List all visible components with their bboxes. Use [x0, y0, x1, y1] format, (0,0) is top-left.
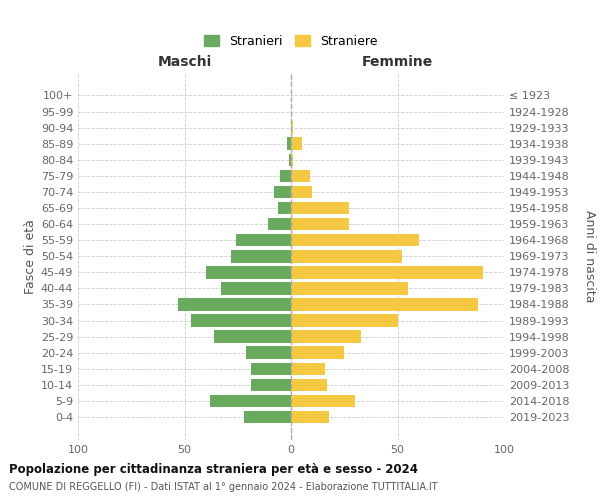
Bar — [291, 298, 478, 311]
Bar — [232, 250, 291, 262]
Bar — [178, 298, 291, 311]
Bar — [291, 202, 349, 214]
Bar — [291, 411, 329, 424]
Bar — [274, 186, 291, 198]
Bar — [291, 378, 327, 391]
Bar — [291, 394, 355, 407]
Bar — [291, 218, 349, 230]
Text: Popolazione per cittadinanza straniera per età e sesso - 2024: Popolazione per cittadinanza straniera p… — [9, 462, 418, 475]
Bar — [291, 282, 408, 294]
Bar — [214, 330, 291, 343]
Bar — [291, 266, 482, 278]
Bar — [291, 362, 325, 375]
Text: Femmine: Femmine — [362, 55, 433, 69]
Y-axis label: Fasce di età: Fasce di età — [23, 219, 37, 294]
Bar — [291, 138, 302, 150]
Bar — [210, 394, 291, 407]
Bar — [289, 154, 291, 166]
Bar — [291, 154, 293, 166]
Bar — [291, 330, 361, 343]
Bar — [280, 170, 291, 182]
Bar — [291, 122, 293, 134]
Bar — [251, 378, 291, 391]
Bar — [291, 186, 313, 198]
Bar — [291, 234, 419, 246]
Text: COMUNE DI REGGELLO (FI) - Dati ISTAT al 1° gennaio 2024 - Elaborazione TUTTITALI: COMUNE DI REGGELLO (FI) - Dati ISTAT al … — [9, 482, 437, 492]
Bar — [251, 362, 291, 375]
Bar — [291, 170, 310, 182]
Bar — [291, 314, 398, 327]
Bar — [278, 202, 291, 214]
Text: Maschi: Maschi — [157, 55, 212, 69]
Legend: Stranieri, Straniere: Stranieri, Straniere — [200, 31, 382, 52]
Bar — [268, 218, 291, 230]
Bar — [221, 282, 291, 294]
Bar — [244, 411, 291, 424]
Bar — [287, 138, 291, 150]
Bar — [206, 266, 291, 278]
Bar — [191, 314, 291, 327]
Bar — [291, 250, 402, 262]
Bar — [246, 346, 291, 359]
Y-axis label: Anni di nascita: Anni di nascita — [583, 210, 596, 302]
Bar — [236, 234, 291, 246]
Bar — [291, 346, 344, 359]
